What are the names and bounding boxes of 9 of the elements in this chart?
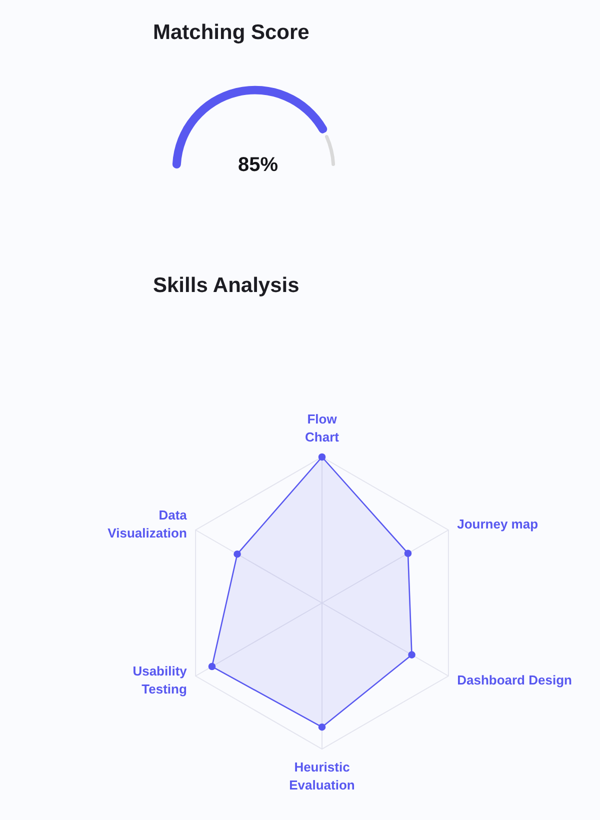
spoke-label: Usability Testing <box>132 664 188 697</box>
spoke-label: Dashboard Design <box>457 672 572 688</box>
spoke-label: Journey map <box>457 516 538 532</box>
text: 85% <box>238 154 278 176</box>
spoke-label: Flow Chart <box>305 412 340 445</box>
spoke-label: Data Visualization <box>108 508 188 541</box>
chart-title: Matching Score <box>153 20 310 46</box>
spoke-label: Heuristic Evaluation <box>289 760 355 793</box>
chart-title: Skills Analysis <box>153 273 300 299</box>
